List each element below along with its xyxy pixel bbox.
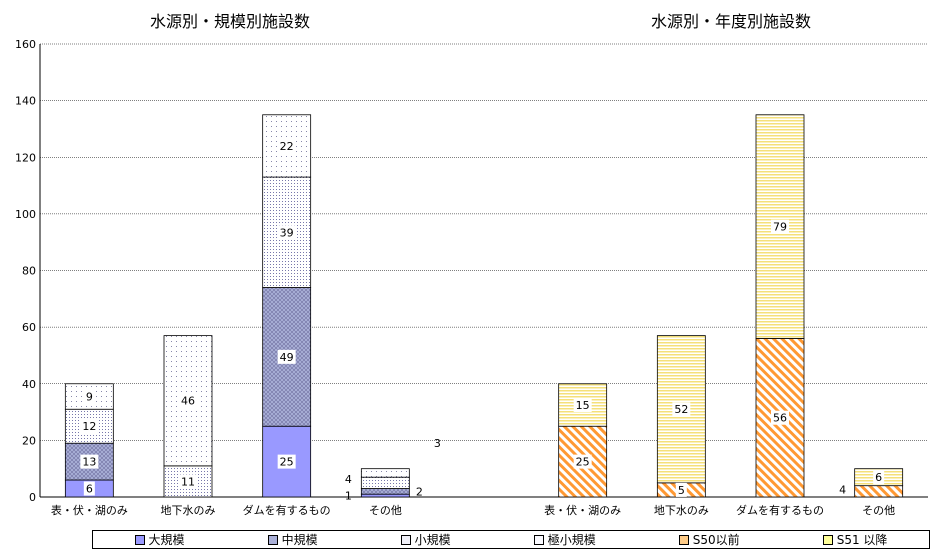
data-label: 49 <box>280 351 294 364</box>
data-label: 12 <box>82 420 96 433</box>
legend-label: 大規模 <box>148 533 185 547</box>
x-tick-label: 地下水のみ <box>654 504 709 517</box>
data-label-bg <box>873 470 885 485</box>
legend-swatch <box>822 534 833 545</box>
y-tick-label: 0 <box>29 491 36 504</box>
x-tick-label: ダムを有するもの <box>736 503 824 517</box>
legend-label: S51 以降 <box>836 533 888 547</box>
data-label-bg <box>771 410 789 425</box>
legend-item: 大規模 <box>134 531 185 548</box>
data-label: 9 <box>86 390 93 403</box>
data-label: 22 <box>280 140 294 153</box>
legend-swatch <box>267 534 278 545</box>
y-tick-label: 60 <box>22 321 36 334</box>
legend-label: S50以前 <box>692 533 740 547</box>
x-tick-label: 表・伏・湖のみ <box>51 503 128 517</box>
data-label-bg <box>771 219 789 234</box>
y-tick-label: 20 <box>22 434 36 447</box>
data-label: 5 <box>678 484 685 497</box>
x-tick-label: 表・伏・湖のみ <box>544 503 621 517</box>
legend-item: S50以前 <box>678 531 740 548</box>
data-label-bg <box>83 389 95 404</box>
legend-swatch <box>533 534 544 545</box>
data-label-bg <box>277 138 296 153</box>
data-label: 6 <box>86 483 93 496</box>
legend-swatch <box>678 534 689 545</box>
data-label-bg <box>83 481 95 496</box>
y-tick-label: 100 <box>15 208 36 221</box>
data-label-bg <box>277 225 296 240</box>
data-label-bg <box>672 402 691 417</box>
data-label: 6 <box>875 471 882 484</box>
bar-segment <box>360 493 410 498</box>
legend-item: S51 以降 <box>822 531 888 548</box>
data-label: 46 <box>181 395 195 408</box>
data-label-bg <box>179 474 197 489</box>
chart-title: 水源別・規模別施設数 <box>150 12 310 31</box>
x-tick-label: ダムを有するもの <box>243 503 331 517</box>
data-label: 56 <box>773 412 787 425</box>
y-tick-label: 160 <box>15 38 36 51</box>
data-label: 13 <box>82 456 96 469</box>
data-label-bg <box>80 419 99 434</box>
data-label-bg <box>179 393 197 408</box>
data-label-bg <box>573 454 592 469</box>
data-label-bg <box>573 397 592 412</box>
data-label: 39 <box>280 226 294 239</box>
legend: 大規模 中規模 小規模 極小規模 S50以前 S51 以降 <box>92 530 930 549</box>
x-tick-label: その他 <box>369 504 402 517</box>
y-tick-label: 140 <box>15 95 36 108</box>
bars <box>64 114 904 498</box>
y-tick-label: 120 <box>15 151 36 164</box>
legend-label: 小規模 <box>414 533 451 547</box>
data-label: 79 <box>773 221 787 234</box>
data-label: 25 <box>576 456 590 469</box>
data-label-bg <box>277 454 296 469</box>
y-tick-label: 80 <box>22 265 36 278</box>
legend-swatch <box>134 534 145 545</box>
data-label: 4 <box>839 483 846 496</box>
legend-item: 小規模 <box>400 531 451 548</box>
data-label: 2 <box>416 485 423 498</box>
data-label: 3 <box>434 437 441 450</box>
data-label-bg <box>277 349 296 364</box>
legend-swatch <box>400 534 411 545</box>
data-label-bg <box>675 482 687 497</box>
bar-segment <box>262 287 312 427</box>
legend-label: 中規模 <box>281 533 318 547</box>
bar-segment <box>360 468 410 478</box>
data-label-bg <box>80 454 99 469</box>
titles: 水源別・規模別施設数 水源別・年度別施設数 <box>150 12 811 31</box>
data-label: 4 <box>345 473 352 486</box>
data-label: 11 <box>181 475 195 488</box>
x-tick-label: 地下水のみ <box>161 504 216 517</box>
legend-item: 極小規模 <box>533 531 596 548</box>
data-label: 52 <box>674 403 688 416</box>
bar-segment <box>360 488 410 495</box>
legend-item: 中規模 <box>267 531 318 548</box>
chart-title: 水源別・年度別施設数 <box>651 12 811 31</box>
data-label: 1 <box>345 490 352 503</box>
legend-label: 極小規模 <box>547 533 596 547</box>
y-tick-label: 40 <box>22 378 36 391</box>
data-label: 25 <box>280 456 294 469</box>
data-label: 15 <box>576 399 590 412</box>
bar-segment <box>360 476 410 489</box>
bar-segment <box>854 485 904 498</box>
x-tick-label: その他 <box>862 504 895 517</box>
